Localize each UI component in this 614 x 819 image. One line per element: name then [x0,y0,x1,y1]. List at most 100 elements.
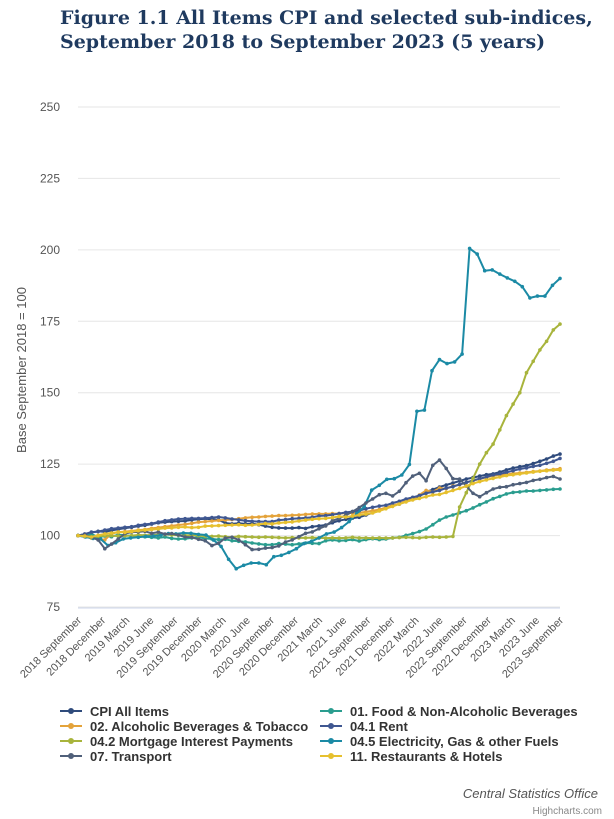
data-point[interactable] [558,477,562,481]
data-point[interactable] [323,513,328,518]
data-point[interactable] [309,539,314,544]
data-point[interactable] [437,518,442,522]
data-point[interactable] [257,519,261,524]
data-point[interactable] [323,516,328,521]
data-point[interactable] [128,536,133,540]
data-point[interactable] [303,536,308,540]
data-point[interactable] [444,515,449,519]
data-point[interactable] [422,408,427,412]
data-point[interactable] [558,452,562,456]
data-point[interactable] [364,501,368,505]
data-point[interactable] [424,491,428,496]
data-point[interactable] [544,461,549,466]
data-point[interactable] [203,538,207,543]
data-point[interactable] [357,513,362,517]
data-point[interactable] [390,501,395,505]
data-point[interactable] [550,283,555,288]
data-point[interactable] [451,513,455,517]
data-point[interactable] [498,428,502,432]
data-point[interactable] [364,536,368,540]
data-point[interactable] [317,524,321,528]
data-point[interactable] [250,541,254,545]
data-point[interactable] [277,535,281,540]
data-point[interactable] [277,544,281,548]
data-point[interactable] [310,517,315,522]
data-point[interactable] [249,561,253,565]
data-point[interactable] [344,538,348,543]
data-point[interactable] [223,516,228,520]
data-point[interactable] [357,539,362,543]
data-point[interactable] [484,490,489,495]
data-point[interactable] [96,538,100,542]
data-point[interactable] [551,328,556,332]
data-point[interactable] [290,520,295,524]
data-point[interactable] [290,516,295,521]
data-point[interactable] [250,523,254,527]
data-point[interactable] [226,557,231,562]
data-point[interactable] [216,534,221,538]
data-point[interactable] [410,495,415,500]
data-point[interactable] [116,526,120,530]
data-point[interactable] [302,541,306,546]
data-point[interactable] [290,542,295,547]
data-point[interactable] [190,525,194,530]
data-point[interactable] [263,524,268,528]
data-point[interactable] [116,530,120,534]
data-point[interactable] [323,524,328,528]
data-point[interactable] [444,490,449,495]
data-point[interactable] [504,413,509,418]
data-point[interactable] [190,521,194,526]
data-point[interactable] [498,494,502,499]
data-point[interactable] [103,546,107,551]
data-point[interactable] [332,530,336,534]
data-point[interactable] [538,459,542,464]
data-point[interactable] [370,497,375,501]
data-point[interactable] [270,525,274,530]
data-point[interactable] [524,489,529,493]
data-point[interactable] [263,542,268,547]
data-point[interactable] [513,279,517,284]
data-point[interactable] [417,529,422,534]
series-6[interactable] [76,458,562,552]
data-point[interactable] [390,504,395,509]
data-point[interactable] [241,563,246,568]
data-point[interactable] [357,505,362,510]
data-point[interactable] [344,515,348,519]
data-point[interactable] [156,530,161,534]
data-point[interactable] [190,535,194,540]
data-point[interactable] [347,519,351,524]
data-point[interactable] [437,458,442,462]
data-point[interactable] [236,534,241,539]
data-point[interactable] [317,526,321,531]
data-point[interactable] [89,535,94,539]
legend-item[interactable]: 04.5 Electricity, Gas & other Fuels [320,733,559,749]
data-point[interactable] [538,477,542,482]
data-point[interactable] [397,489,402,494]
data-point[interactable] [163,532,167,536]
legend-item[interactable]: 02. Alcoholic Beverages & Tobacco [60,718,308,734]
data-point[interactable] [290,538,295,542]
data-point[interactable] [518,467,522,471]
data-point[interactable] [243,542,248,547]
data-point[interactable] [123,525,127,530]
data-point[interactable] [437,492,442,497]
data-point[interactable] [518,481,522,486]
data-point[interactable] [484,475,489,479]
data-point[interactable] [183,525,187,529]
legend-item[interactable]: 11. Restaurants & Hotels [320,748,502,764]
data-point[interactable] [558,276,562,281]
legend-item[interactable]: 04.2 Mortgage Interest Payments [60,733,293,749]
data-point[interactable] [270,542,274,547]
data-point[interactable] [257,561,261,565]
data-point[interactable] [544,339,549,344]
data-point[interactable] [528,296,532,300]
data-point[interactable] [457,505,462,509]
data-point[interactable] [397,499,402,504]
data-point[interactable] [287,550,291,555]
data-point[interactable] [491,442,495,446]
data-point[interactable] [103,528,107,532]
data-point[interactable] [477,462,482,466]
data-point[interactable] [491,473,495,477]
data-point[interactable] [283,513,288,518]
data-point[interactable] [477,474,482,478]
